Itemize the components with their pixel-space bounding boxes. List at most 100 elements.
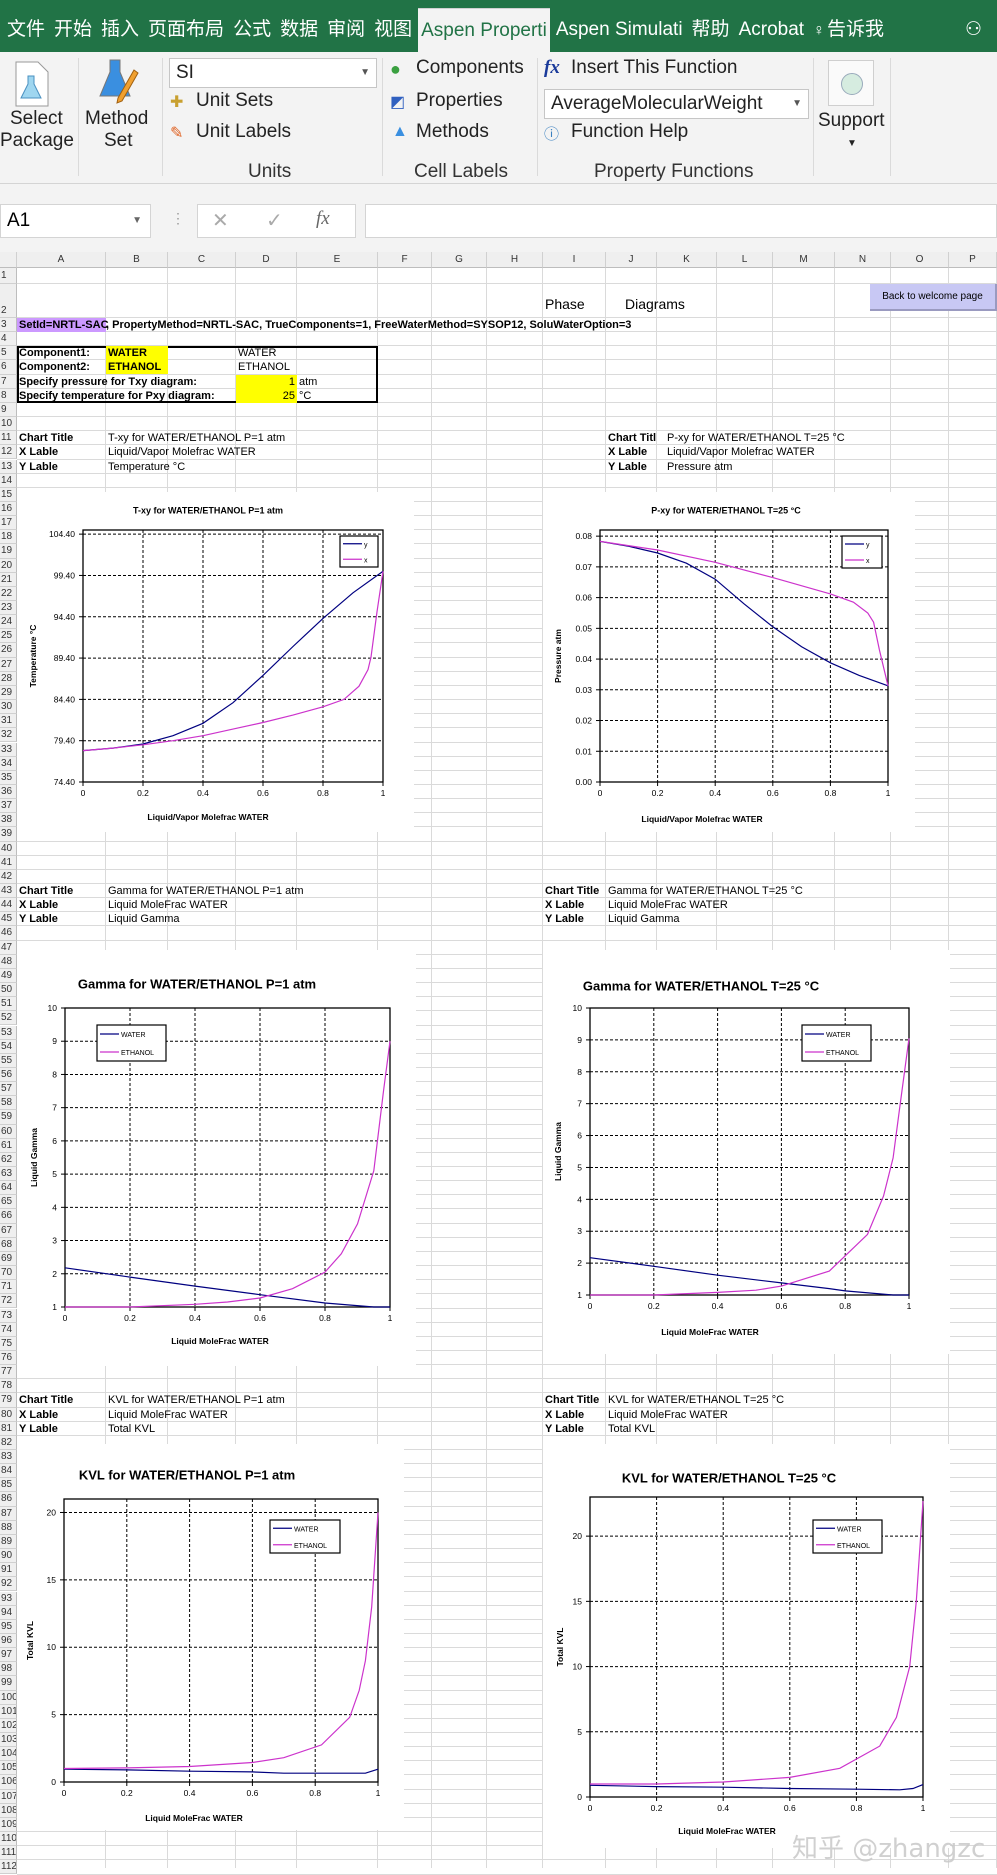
row-header[interactable]: 21 xyxy=(0,572,17,587)
insert-function-icon[interactable]: fx xyxy=(316,208,330,229)
row-header[interactable]: 17 xyxy=(0,516,17,531)
column-header-C[interactable]: C xyxy=(168,252,236,268)
row-header[interactable]: 18 xyxy=(0,530,17,545)
row-header[interactable]: 106 xyxy=(0,1775,17,1790)
row-header[interactable]: 37 xyxy=(0,799,17,814)
column-header-N[interactable]: N xyxy=(835,252,891,268)
gamma-p-y-cell[interactable]: Liquid Gamma xyxy=(108,913,180,926)
row-header[interactable]: 77 xyxy=(0,1365,17,1380)
txy-x-cell[interactable]: Liquid/Vapor Molefrac WATER xyxy=(108,446,256,459)
gamma-p-x-cell[interactable]: Liquid MoleFrac WATER xyxy=(108,899,228,912)
row-header[interactable]: 47 xyxy=(0,940,17,955)
column-header-O[interactable]: O xyxy=(891,252,949,268)
row-header[interactable]: 63 xyxy=(0,1167,17,1182)
row-header[interactable]: 39 xyxy=(0,827,17,842)
row-header[interactable]: 65 xyxy=(0,1195,17,1210)
row-header[interactable]: 49 xyxy=(0,968,17,984)
row-header[interactable]: 3 xyxy=(0,318,17,333)
tab-2[interactable]: 插入 xyxy=(98,8,142,52)
row-header[interactable]: 35 xyxy=(0,770,17,785)
row-header[interactable]: 32 xyxy=(0,728,17,743)
column-header-I[interactable]: I xyxy=(543,252,606,268)
row-header[interactable]: 104 xyxy=(0,1747,17,1762)
row-header[interactable]: 42 xyxy=(0,869,17,884)
row-header[interactable]: 112 xyxy=(0,1860,17,1875)
row-header[interactable]: 87 xyxy=(0,1506,17,1521)
row-header[interactable]: 9 xyxy=(0,402,17,418)
gamma-t-x-cell[interactable]: Liquid MoleFrac WATER xyxy=(608,899,728,912)
txy-title-cell[interactable]: T-xy for WATER/ETHANOL P=1 atm xyxy=(108,432,286,445)
tab-7[interactable]: 视图 xyxy=(371,8,415,52)
pxy-x-cell[interactable]: Liquid/Vapor Molefrac WATER xyxy=(667,446,815,459)
row-header[interactable]: 86 xyxy=(0,1492,17,1507)
column-header-F[interactable]: F xyxy=(378,252,432,268)
row-header[interactable]: 60 xyxy=(0,1124,17,1139)
row-header[interactable]: 1 xyxy=(0,268,17,284)
kvl-p-chart[interactable]: 0 0.2 0.4 0.6 0.8 1 0 5 10 15 20 KVL for WATER/ETHA… xyxy=(17,1444,404,1830)
row-header[interactable]: 103 xyxy=(0,1733,17,1748)
row-header[interactable]: 93 xyxy=(0,1591,17,1606)
row-header[interactable]: 44 xyxy=(0,898,17,913)
row-header[interactable]: 26 xyxy=(0,643,17,658)
row-header[interactable]: 57 xyxy=(0,1082,17,1097)
row-header[interactable]: 81 xyxy=(0,1421,17,1436)
row-header[interactable]: 6 xyxy=(0,360,17,375)
support-button[interactable]: Support ▼ xyxy=(818,58,886,158)
row-header[interactable]: 24 xyxy=(0,615,17,630)
row-header[interactable]: 90 xyxy=(0,1549,17,1564)
tab-9[interactable]: Aspen Simulati xyxy=(553,8,686,52)
row-header[interactable]: 99 xyxy=(0,1676,17,1691)
select-all-corner[interactable] xyxy=(0,252,17,268)
row-header[interactable]: 12 xyxy=(0,445,17,460)
kvl-p-y-cell[interactable]: Total KVL xyxy=(108,1422,156,1435)
setid-cell[interactable]: SetId=NRTL-SAC xyxy=(17,318,109,332)
account-icon[interactable]: ⚇ xyxy=(965,19,983,40)
row-header[interactable]: 71 xyxy=(0,1280,17,1295)
drag-handle-icon[interactable]: ⋮ xyxy=(171,210,185,226)
row-header[interactable]: 56 xyxy=(0,1067,17,1083)
row-header[interactable]: 53 xyxy=(0,1025,17,1040)
row-header[interactable]: 36 xyxy=(0,784,17,800)
unit-set-dropdown[interactable]: SI ▼ xyxy=(169,58,377,88)
column-header-P[interactable]: P xyxy=(949,252,997,268)
row-header[interactable]: 40 xyxy=(0,841,17,856)
row-header[interactable]: 89 xyxy=(0,1534,17,1550)
cancel-icon[interactable]: ✕ xyxy=(212,210,229,232)
row-header[interactable]: 80 xyxy=(0,1407,17,1422)
column-header-G[interactable]: G xyxy=(432,252,487,268)
row-header[interactable]: 25 xyxy=(0,629,17,644)
row-header[interactable]: 43 xyxy=(0,884,17,899)
worksheet-grid[interactable]: A B C D E F G H I J K L M N O P 1 2 3 4 5 6 7 8 9 10 11 12 13 14 15 16 1… xyxy=(0,252,997,1875)
row-header[interactable]: 95 xyxy=(0,1619,17,1634)
kvl-p-x-cell[interactable]: Liquid MoleFrac WATER xyxy=(108,1408,228,1421)
row-header[interactable]: 55 xyxy=(0,1053,17,1068)
row-header[interactable]: 98 xyxy=(0,1662,17,1677)
column-header-A[interactable]: A xyxy=(17,252,106,268)
pxy-chart[interactable]: 0 0.2 0.4 0.6 0.8 1 0.00 0.01 0.02 0.03 0.04 0.05 0.… xyxy=(543,492,915,832)
row-header[interactable]: 5 xyxy=(0,346,17,361)
row-header[interactable]: 76 xyxy=(0,1350,17,1366)
row-header[interactable]: 102 xyxy=(0,1718,17,1733)
gamma-p-chart[interactable]: 0 0.2 0.4 0.6 0.8 1 1 2 3 4 5 6 7 8 9 10 Gamma for WATER… xyxy=(17,950,416,1366)
row-header[interactable]: 73 xyxy=(0,1308,17,1323)
column-header-E[interactable]: E xyxy=(297,252,378,268)
column-header-M[interactable]: M xyxy=(773,252,835,268)
row-header[interactable]: 66 xyxy=(0,1209,17,1224)
enter-icon[interactable]: ✓ xyxy=(266,210,283,232)
kvl-t-chart[interactable]: 0 0.2 0.4 0.6 0.8 1 0 5 10 15 20 KVL for WATER/ETHA… xyxy=(543,1444,950,1848)
tab-0[interactable]: 文件 xyxy=(4,8,48,52)
row-header[interactable]: 109 xyxy=(0,1817,17,1833)
row-header[interactable]: 91 xyxy=(0,1563,17,1578)
tab-3[interactable]: 页面布局 xyxy=(145,8,227,52)
tab-11[interactable]: Acrobat xyxy=(736,8,807,52)
column-header-L[interactable]: L xyxy=(717,252,773,268)
row-header[interactable]: 64 xyxy=(0,1181,17,1196)
row-header[interactable]: 15 xyxy=(0,487,17,502)
pressure-input[interactable]: 1 xyxy=(236,374,297,389)
row-header[interactable]: 62 xyxy=(0,1152,17,1167)
row-header[interactable]: 50 xyxy=(0,983,17,998)
column-header-D[interactable]: D xyxy=(236,252,297,268)
tab-1[interactable]: 开始 xyxy=(51,8,95,52)
row-header[interactable]: 46 xyxy=(0,926,17,941)
row-header[interactable]: 19 xyxy=(0,544,17,559)
